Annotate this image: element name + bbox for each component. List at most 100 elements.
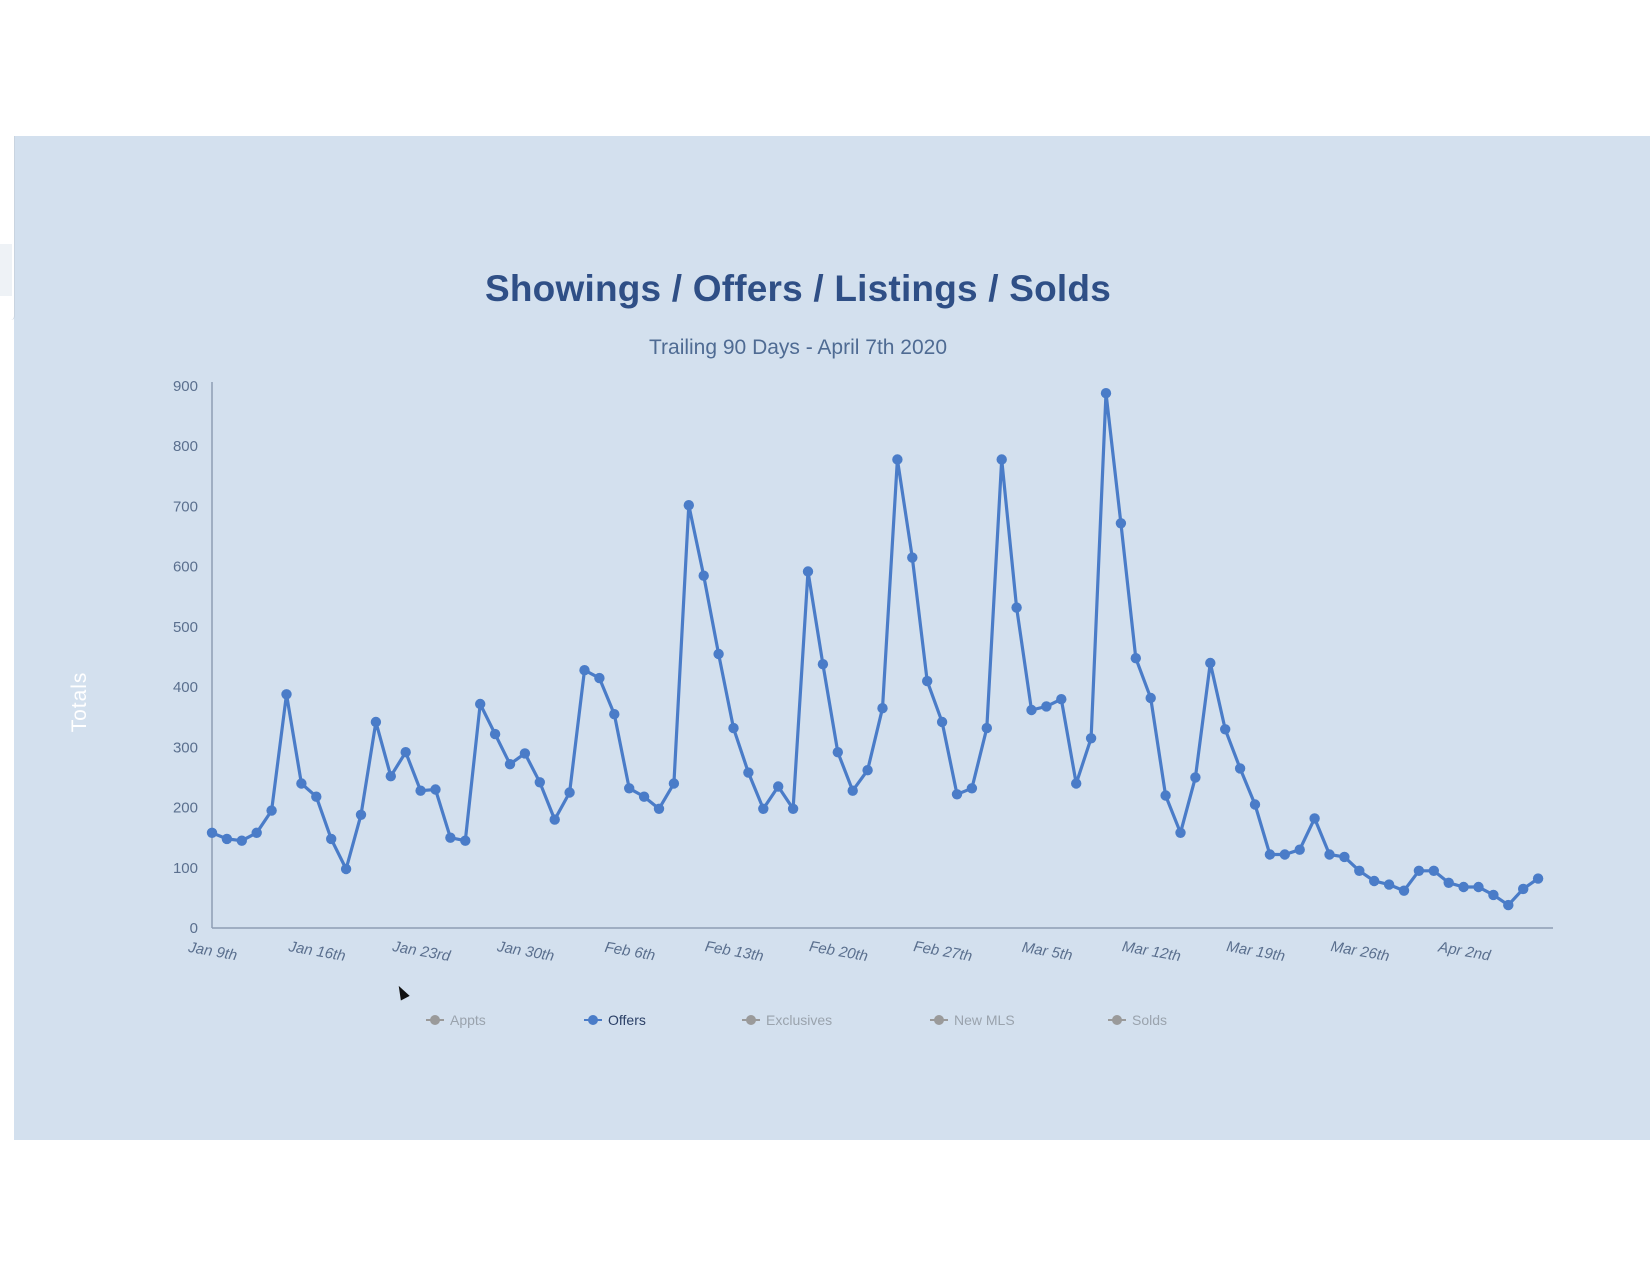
data-point xyxy=(281,689,292,700)
data-point xyxy=(683,500,694,511)
data-point xyxy=(311,791,322,802)
data-point xyxy=(653,803,665,814)
data-point xyxy=(475,698,486,710)
data-point xyxy=(1324,849,1335,860)
x-tick-label: Apr 2nd xyxy=(1436,938,1492,964)
data-point xyxy=(1458,881,1469,893)
data-point xyxy=(1279,849,1291,860)
legend-item-exclusives[interactable]: Exclusives xyxy=(742,1012,832,1028)
data-point xyxy=(326,833,337,845)
data-point xyxy=(1145,692,1156,704)
data-point xyxy=(1294,844,1305,855)
data-point xyxy=(728,722,739,734)
data-point xyxy=(609,709,620,720)
series-line-offers xyxy=(211,391,1540,907)
legend-item-offers[interactable]: Offers xyxy=(584,1012,646,1028)
legend-marker-icon xyxy=(742,1015,760,1025)
data-point xyxy=(1428,865,1440,876)
data-point xyxy=(907,552,918,563)
x-tick-label: Mar 19th xyxy=(1225,938,1286,965)
legend-label: Offers xyxy=(608,1012,646,1028)
data-point xyxy=(817,659,829,670)
data-point xyxy=(1503,899,1514,911)
data-point xyxy=(296,778,307,789)
legend-item-solds[interactable]: Solds xyxy=(1108,1012,1167,1028)
data-point xyxy=(1115,518,1127,529)
chart-legend: Appts Offers Exclusives New MLS Solds xyxy=(0,1012,1650,1038)
data-point xyxy=(549,814,560,825)
y-tick-label: 800 xyxy=(173,438,198,455)
data-point xyxy=(862,765,873,776)
data-point xyxy=(1339,851,1350,863)
x-tick-label: Mar 26th xyxy=(1329,938,1390,965)
data-point xyxy=(1398,885,1410,896)
data-point xyxy=(1249,799,1261,810)
data-point xyxy=(221,833,233,845)
y-tick-label: 700 xyxy=(173,498,198,515)
data-point xyxy=(1264,849,1276,860)
data-point xyxy=(1026,704,1037,716)
data-point xyxy=(1488,889,1499,901)
data-point xyxy=(1071,778,1082,789)
x-tick-label: Feb 20th xyxy=(808,938,869,965)
data-point xyxy=(966,783,978,794)
data-point xyxy=(1130,653,1142,664)
legend-marker-icon xyxy=(930,1015,948,1025)
data-point xyxy=(936,716,948,728)
legend-label: Exclusives xyxy=(766,1012,833,1028)
data-point xyxy=(1354,865,1365,876)
legend-label: Appts xyxy=(450,1012,486,1028)
chart-panel xyxy=(14,136,1650,1140)
data-point xyxy=(996,454,1007,465)
data-point xyxy=(1369,875,1380,887)
x-tick-label: Jan 23rd xyxy=(390,938,452,965)
data-point xyxy=(638,791,650,802)
data-point xyxy=(1011,602,1022,613)
data-point xyxy=(892,454,903,465)
data-point xyxy=(773,781,784,792)
data-point xyxy=(340,863,352,875)
y-tick-label: 400 xyxy=(173,679,198,696)
data-point xyxy=(1443,877,1454,888)
chart-title: Showings / Offers / Listings / Solds xyxy=(485,268,1111,309)
data-point xyxy=(1160,790,1171,801)
data-point xyxy=(504,759,516,770)
data-point xyxy=(489,728,501,740)
data-point xyxy=(1234,763,1246,774)
x-tick-label: Feb 27th xyxy=(912,938,973,965)
legend-marker-icon xyxy=(584,1015,602,1025)
data-point xyxy=(251,827,262,838)
legend-item-new-mls[interactable]: New MLS xyxy=(930,1012,1015,1028)
data-point xyxy=(787,803,799,814)
x-tick-label: Mar 12th xyxy=(1121,938,1182,965)
legend-label: New MLS xyxy=(954,1012,1015,1028)
data-point xyxy=(1085,733,1097,744)
y-tick-label: 900 xyxy=(173,378,198,395)
data-point xyxy=(1220,724,1231,735)
data-point xyxy=(564,787,575,798)
data-point xyxy=(802,566,814,577)
data-point xyxy=(206,827,218,838)
data-point xyxy=(668,778,680,789)
data-point xyxy=(445,832,456,843)
data-point xyxy=(1473,881,1484,893)
data-point xyxy=(847,785,858,796)
x-tick-label: Mar 5th xyxy=(1021,939,1074,965)
data-point xyxy=(430,784,441,795)
data-point xyxy=(698,570,709,581)
y-tick-label: 600 xyxy=(173,559,198,576)
data-point xyxy=(1041,701,1052,712)
y-tick-label: 0 xyxy=(190,920,198,937)
data-point xyxy=(1205,657,1216,669)
data-point xyxy=(951,789,963,800)
data-point xyxy=(519,748,531,759)
data-point xyxy=(236,835,247,846)
x-tick-label: Jan 30th xyxy=(495,938,556,965)
legend-item-appts[interactable]: Appts xyxy=(426,1012,486,1028)
data-point xyxy=(1100,388,1112,399)
data-point xyxy=(266,805,277,816)
y-tick-label: 200 xyxy=(173,800,198,817)
side-panel-tab[interactable] xyxy=(0,244,12,296)
data-point xyxy=(415,785,426,796)
